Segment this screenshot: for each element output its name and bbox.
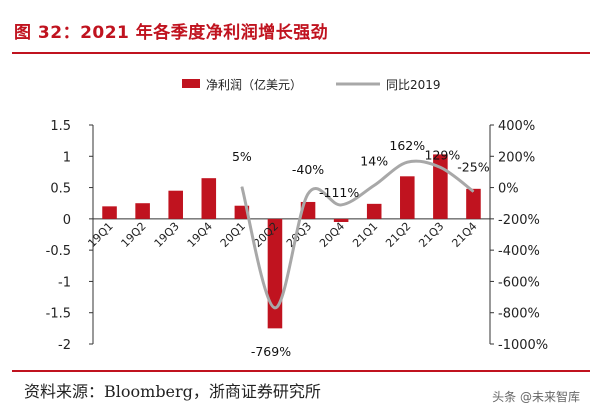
legend-label-net-profit: 净利润（亿美元） <box>206 77 302 92</box>
category-label: 19Q3 <box>152 220 182 250</box>
right-axis: 400% 200% 0% -200% -400% -600% -800% -1000% <box>489 119 548 353</box>
category-labels: 19Q1 19Q2 19Q3 19Q4 20Q1 20Q2 20Q3 20Q4 21Q1 21Q2… <box>86 220 480 250</box>
category-label: 20Q4 <box>317 220 347 250</box>
category-label: 21Q3 <box>416 220 446 250</box>
bar-20Q2 <box>267 218 283 329</box>
yoy-line-series <box>240 159 475 310</box>
yoy-point-21Q1 <box>373 184 375 186</box>
right-axis-tick-label: -800% <box>498 307 540 322</box>
yoy-data-labels: 5% -769% -40% -111% 14%162%129%-25% <box>232 138 490 359</box>
yoy-label-21Q3: 129% <box>425 147 461 162</box>
left-axis-tick-label: 0 <box>63 213 71 228</box>
bar-19Q3 <box>168 190 183 219</box>
yoy-point-21Q2 <box>406 161 408 163</box>
category-label: 21Q1 <box>350 220 380 250</box>
yoy-label-20Q2: -769% <box>251 344 291 359</box>
yoy-label-21Q4: -25% <box>457 159 489 174</box>
left-axis: 1.5 1 0.5 0 -0.5 -1 -1.5 -2 <box>46 119 490 353</box>
legend: 净利润（亿美元） 同比2019 <box>182 77 441 92</box>
yoy-point-20Q3 <box>307 193 309 195</box>
left-axis-tick-label: 0.5 <box>50 182 71 197</box>
yoy-label-21Q2: 162% <box>389 138 425 153</box>
left-axis-tick-label: 1 <box>63 150 71 165</box>
bar-19Q4 <box>201 178 217 219</box>
right-axis-tick-label: 200% <box>498 150 535 165</box>
bar-21Q4 <box>466 188 481 219</box>
category-label: 19Q2 <box>119 220 149 250</box>
bar-19Q2 <box>135 203 150 219</box>
yoy-point-20Q1 <box>241 186 243 188</box>
category-label: 21Q2 <box>383 220 413 250</box>
bar-21Q2 <box>400 176 415 219</box>
bar-19Q1 <box>102 206 117 219</box>
right-axis-tick-label: -200% <box>498 213 540 228</box>
bar-21Q1 <box>366 203 382 219</box>
right-axis-tick-label: 400% <box>498 119 535 134</box>
right-axis-tick-label: 0% <box>498 182 519 197</box>
bar-20Q4 <box>333 218 349 222</box>
left-axis-tick-label: -1 <box>58 275 71 290</box>
category-label: 19Q1 <box>86 220 116 250</box>
bar-series <box>102 154 481 329</box>
category-label: 20Q1 <box>218 220 248 250</box>
yoy-label-20Q1: 5% <box>232 149 252 164</box>
left-axis-tick-label: -2 <box>58 338 71 353</box>
watermark: 头条 @未来智库 <box>492 390 580 404</box>
yoy-point-20Q4 <box>340 204 342 206</box>
right-axis-tick-label: -600% <box>498 275 540 290</box>
category-label: 21Q4 <box>449 220 479 250</box>
yoy-label-20Q4: -111% <box>319 185 359 200</box>
right-axis-tick-label: -1000% <box>498 338 548 353</box>
footer-rule <box>12 370 590 372</box>
chart-title: 图 32：2021 年各季度净利润增长强劲 <box>14 23 329 43</box>
yoy-point-21Q3 <box>439 166 441 168</box>
left-axis-tick-label: -1.5 <box>46 307 71 322</box>
legend-label-yoy: 同比2019 <box>386 78 441 92</box>
category-label: 19Q4 <box>185 220 215 250</box>
legend-swatch-net-profit <box>182 79 200 88</box>
right-axis-tick-label: -400% <box>498 244 540 259</box>
left-axis-tick-label: -0.5 <box>46 244 71 259</box>
source-note: 资料来源：Bloomberg，浙商证券研究所 <box>24 382 321 401</box>
yoy-point-21Q4 <box>472 190 474 192</box>
yoy-label-20Q3: -40% <box>292 162 324 177</box>
left-axis-tick-label: 1.5 <box>50 119 71 134</box>
yoy-point-20Q2 <box>274 307 276 309</box>
yoy-label-21Q1: 14% <box>360 153 388 168</box>
title-underline <box>12 52 590 54</box>
